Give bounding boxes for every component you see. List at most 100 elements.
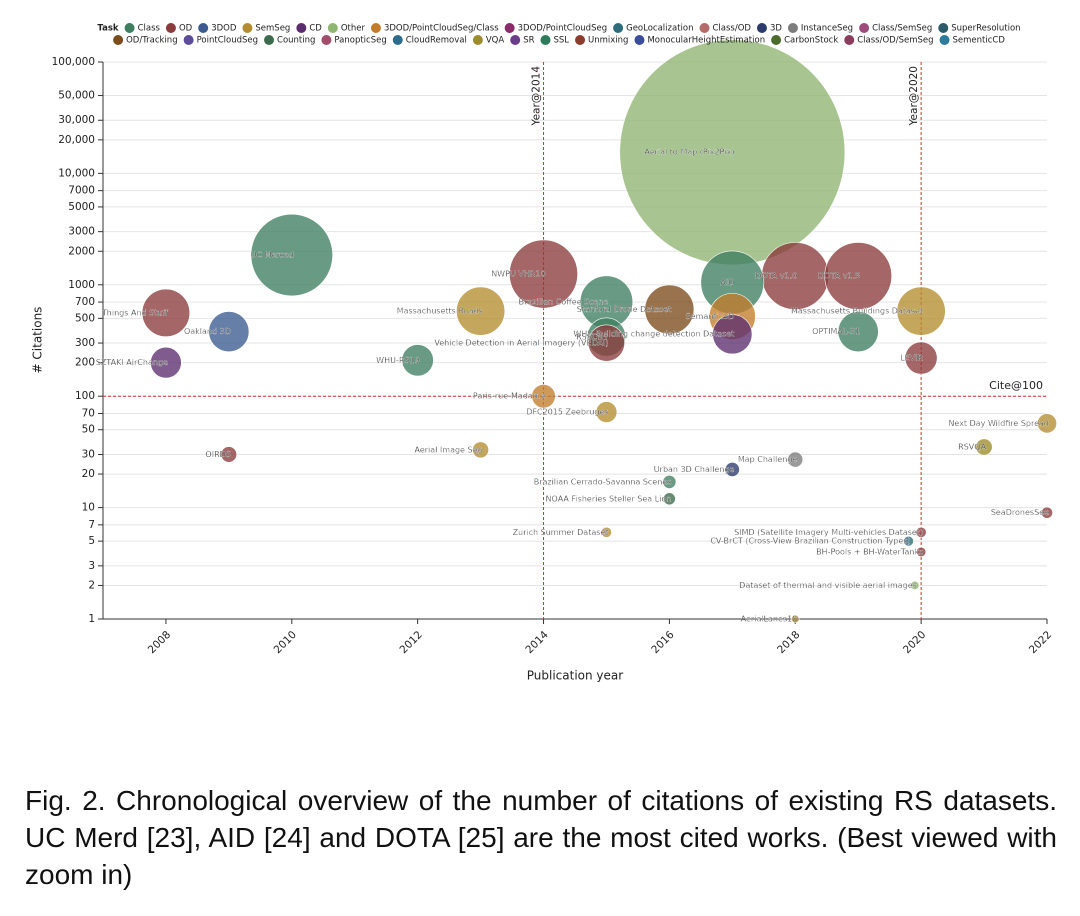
legend-label: SR	[523, 36, 534, 46]
legend-label: 3DOD	[211, 24, 237, 34]
legend-marker	[510, 35, 521, 45]
bubble-label: LEVIR	[900, 354, 923, 363]
legend-marker	[392, 35, 403, 45]
legend-marker	[321, 35, 332, 45]
y-tick-label: 1	[88, 613, 95, 625]
bubble	[975, 438, 993, 456]
chart: Publication year # Citations 1 2 3 5 7 10 20 30…	[31, 23, 1057, 683]
bubble-label: UC Merced	[250, 251, 293, 260]
x-tick-label: 2022	[1027, 629, 1054, 656]
y-tick-label: 3	[88, 560, 95, 572]
bubble-label: Things And Stuff	[101, 308, 168, 317]
legend-marker	[939, 35, 950, 45]
legend-marker	[264, 35, 275, 45]
bubble	[787, 451, 804, 468]
bubble	[601, 526, 612, 538]
x-tick-label: 2014	[523, 629, 551, 657]
bubble-label: NWPU VHR10	[491, 270, 545, 279]
y-tick-label: 20	[82, 468, 95, 480]
legend-marker	[296, 23, 307, 33]
y-axis-title: # Citations	[31, 307, 45, 374]
bubble-label: RSVQA	[958, 442, 986, 451]
grid	[103, 61, 1047, 620]
bubble-label: BH-Pools + BH-WaterTanks	[816, 547, 923, 556]
y-tick-label: 30	[82, 448, 95, 460]
bubble-label: Stanford Drone Dataset	[577, 305, 672, 314]
legend-label: 3DOD/PointCloudSeg	[518, 24, 607, 34]
bubble	[509, 239, 578, 309]
bubble	[595, 401, 618, 423]
legend-label: SementicCD	[953, 36, 1006, 46]
y-tick-label: 5000	[68, 201, 95, 213]
legend-marker	[113, 35, 124, 45]
y-tick-label: 70	[82, 407, 95, 419]
legend-label: MonocularHeightEstimation	[647, 36, 765, 46]
legend-label: CloudRemoval	[406, 36, 467, 46]
bubble-label: Urban 3D Challenge	[654, 465, 735, 474]
y-tick-label: 1000	[68, 279, 95, 291]
y-tick-label: 30,000	[58, 114, 95, 126]
y-tick-label: 20,000	[58, 134, 95, 146]
bubble-label: Brazilian Cerrado-Savanna Scenes	[534, 477, 672, 486]
legend-label: PointCloudSeg	[197, 36, 258, 46]
bubble-label: Dataset of thermal and visible aerial im…	[739, 581, 917, 590]
bubble-label: AerialLanes18	[741, 615, 798, 624]
bubble	[663, 492, 676, 506]
legend-label: CarbonStock	[784, 36, 838, 46]
legend-marker	[756, 23, 767, 33]
x-tick-label: 2008	[146, 629, 173, 656]
bubble-label: Zurich Summer Dataset	[513, 528, 609, 537]
y-tick-label: 5	[88, 535, 95, 547]
bubble-label: WHU Building change detection Dataset	[573, 330, 734, 339]
bubble-label: OPTIMAL-31	[812, 327, 860, 336]
legend-marker	[844, 35, 855, 45]
y-tick-label: 100,000	[52, 56, 95, 68]
bubble-label: NOAA Fisheries Steller Sea Lion	[546, 494, 672, 503]
y-tick-label: 2	[88, 579, 95, 591]
y-tick-label: 50,000	[58, 90, 95, 102]
legend-label: OD	[179, 24, 193, 34]
y-tick-label: 500	[75, 312, 95, 324]
bubble	[724, 462, 740, 477]
reference-label: Year@2014	[531, 66, 543, 127]
bubble-label: WHU-RS19	[376, 356, 419, 365]
bubble	[644, 284, 695, 335]
legend-marker	[771, 35, 782, 45]
bubble	[1041, 506, 1053, 519]
reference-label: Cite@100	[989, 379, 1043, 392]
x-tick-label: 2020	[901, 629, 928, 656]
legend-label: InstanceSeg	[801, 24, 853, 34]
legend-label: PanopticSeg	[334, 36, 386, 46]
legend-marker	[575, 35, 586, 45]
bubble	[904, 341, 938, 375]
y-tick-label: 7000	[68, 185, 95, 197]
legend-marker	[124, 23, 135, 33]
bubble-label: DFC2015 Zeebruges	[526, 408, 608, 417]
bubble-label: RSSCN7	[576, 332, 608, 341]
bubble-label: AID	[720, 278, 734, 287]
legend-label: Unmixing	[588, 36, 628, 46]
bubble-label: Aerial to Map (Pix2Pix)	[644, 148, 734, 157]
x-tick-label: 2016	[649, 629, 677, 657]
y-tick-label: 50	[82, 424, 95, 436]
legend-label: Class	[138, 24, 161, 34]
legend-marker	[540, 35, 551, 45]
bubble	[250, 213, 333, 297]
legend-label: GeoLocalization	[626, 24, 693, 34]
legend-label: Class/OD/SemSeg	[857, 36, 933, 46]
bubble	[915, 526, 927, 538]
y-tick-label: 3000	[68, 226, 95, 238]
bubble-label: SZTAKI AirChange	[96, 358, 168, 367]
legend-label: Class/OD	[712, 24, 751, 34]
legend-marker	[198, 23, 209, 33]
bubble-label: SIMD (Satellite Imagery Multi-vehicles D…	[734, 528, 923, 537]
legend-marker	[699, 23, 710, 33]
legend-label: Counting	[277, 36, 315, 46]
legend-marker	[165, 23, 176, 33]
y-tick-label: 2000	[68, 245, 95, 257]
legend-label: OD/Tracking	[126, 36, 178, 46]
bubble	[531, 384, 556, 409]
bubble	[910, 580, 920, 591]
legend-marker	[472, 35, 483, 45]
